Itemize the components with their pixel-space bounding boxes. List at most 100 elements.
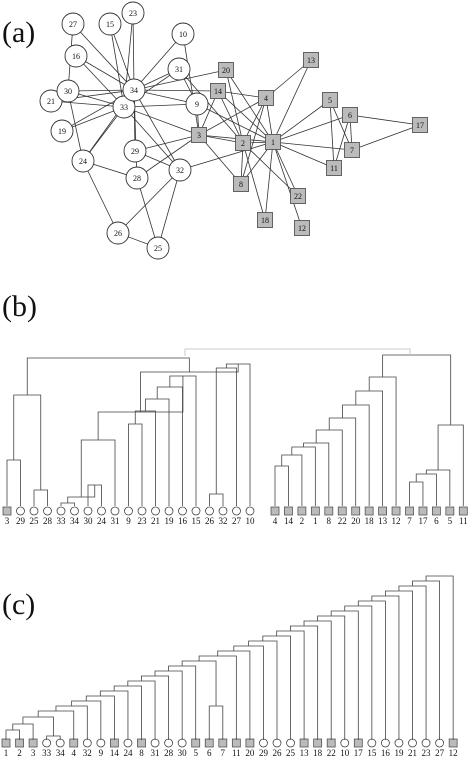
square-node-marker bbox=[344, 142, 360, 158]
network-node-label: 27 bbox=[69, 20, 77, 29]
dendrogram-link bbox=[181, 660, 217, 706]
network-node-4: 4 bbox=[258, 90, 274, 106]
network-node-label: 29 bbox=[131, 147, 139, 156]
leaf-marker-square bbox=[324, 506, 334, 516]
leaf-marker-square bbox=[337, 506, 347, 516]
leaf-marker-square bbox=[245, 738, 255, 748]
network-edge bbox=[67, 90, 84, 162]
dendrogram-link bbox=[425, 575, 454, 740]
leaf-marker-circle bbox=[16, 506, 25, 516]
network-node-label: 13 bbox=[307, 56, 315, 65]
dendrogram-link bbox=[425, 469, 451, 506]
network-edge bbox=[242, 142, 299, 197]
circle-node-marker bbox=[112, 95, 136, 119]
leaf-marker-square bbox=[351, 506, 361, 516]
leaf-label: 34 bbox=[70, 516, 80, 526]
leaf-label: 17 bbox=[418, 516, 428, 526]
network-node-30: 30 bbox=[56, 79, 80, 103]
leaf-marker-square bbox=[391, 506, 401, 516]
leaf-marker-circle bbox=[286, 738, 295, 748]
network-edge bbox=[225, 69, 244, 144]
network-edge bbox=[133, 33, 184, 91]
leaf-label: 33 bbox=[42, 748, 52, 758]
dendrogram-link bbox=[303, 442, 330, 506]
network-node-32: 32 bbox=[168, 158, 192, 182]
network-edges bbox=[50, 12, 421, 249]
network-node-13: 13 bbox=[303, 52, 319, 68]
leaf-label: 24 bbox=[97, 516, 107, 526]
dendrogram-link bbox=[71, 700, 102, 740]
leaf-label: 32 bbox=[83, 748, 92, 758]
leaf-label: 4 bbox=[72, 748, 77, 758]
square-node-marker bbox=[218, 62, 234, 78]
leaf-label: 20 bbox=[351, 516, 361, 526]
dendrogram-link bbox=[274, 465, 289, 506]
network-edge bbox=[132, 12, 135, 91]
leaf-marker-circle bbox=[435, 738, 445, 748]
network-node-27: 27 bbox=[61, 12, 85, 36]
network-edge bbox=[217, 90, 267, 99]
leaf-label: 22 bbox=[327, 748, 336, 758]
network-node-label: 10 bbox=[179, 30, 187, 39]
leaf-marker-square bbox=[353, 738, 363, 748]
network-node-3: 3 bbox=[191, 127, 207, 143]
leaf-label: 22 bbox=[338, 516, 347, 526]
network-edge bbox=[272, 141, 353, 151]
network-node-20: 20 bbox=[218, 62, 234, 78]
leaf-marker-circle bbox=[421, 738, 431, 748]
network-edge bbox=[123, 106, 181, 171]
dendrogram-link bbox=[85, 695, 115, 740]
square-node-marker bbox=[257, 212, 273, 228]
leaf-marker-square bbox=[15, 738, 24, 748]
network-node-label: 31 bbox=[175, 65, 183, 74]
leaf-label: 18 bbox=[313, 748, 323, 758]
leaf-marker-square bbox=[69, 738, 79, 748]
network-node-label: 20 bbox=[222, 66, 230, 75]
network-node-14: 14 bbox=[210, 83, 226, 99]
leaf-marker-square bbox=[28, 738, 38, 748]
dendrogram-link bbox=[415, 473, 437, 506]
network-node-label: 32 bbox=[176, 166, 184, 175]
leaf-marker-square bbox=[270, 506, 280, 516]
leaf-label: 19 bbox=[394, 748, 404, 758]
network-edge bbox=[329, 99, 335, 169]
dendrogram-link bbox=[5, 729, 20, 740]
network-node-label: 24 bbox=[79, 157, 87, 166]
leaf-label: 16 bbox=[178, 516, 188, 526]
network-node-25: 25 bbox=[146, 236, 170, 260]
dendrogram-link bbox=[208, 705, 224, 740]
circle-node-marker bbox=[168, 158, 192, 182]
network-edge bbox=[198, 134, 242, 185]
leaf-marker-circle bbox=[394, 738, 404, 748]
leaf-marker-circle bbox=[205, 506, 214, 516]
dendrogram-link bbox=[281, 454, 303, 506]
leaf-marker-square bbox=[297, 506, 307, 516]
circle-node-marker bbox=[146, 236, 170, 260]
circle-node-marker bbox=[98, 12, 122, 36]
network-edge bbox=[109, 23, 125, 108]
network-node-label: 18 bbox=[261, 216, 269, 225]
network-node-8: 8 bbox=[233, 176, 249, 192]
leaf-label: 17 bbox=[354, 748, 364, 758]
leaf-label: 14 bbox=[284, 516, 294, 526]
network-edge bbox=[217, 90, 244, 144]
network-node-label: 21 bbox=[47, 97, 55, 106]
network-node-label: 15 bbox=[106, 20, 114, 29]
leaf-marker-circle bbox=[245, 506, 255, 516]
leaf-label: 16 bbox=[381, 748, 391, 758]
network-edge bbox=[157, 169, 181, 249]
leaf-label: 15 bbox=[192, 516, 202, 526]
leaf-marker-square bbox=[1, 738, 11, 748]
leaf-label: 32 bbox=[219, 516, 228, 526]
leaf-label: 25 bbox=[30, 516, 40, 526]
network-node-label: 7 bbox=[350, 146, 354, 155]
dendrogram-link bbox=[13, 394, 42, 490]
dendrogram-link bbox=[156, 386, 183, 506]
leaf-marker-circle bbox=[218, 506, 228, 516]
network-edge bbox=[217, 90, 274, 143]
network-node-17: 17 bbox=[412, 117, 428, 133]
leaf-marker-square bbox=[458, 506, 468, 516]
network-node-label: 9 bbox=[195, 100, 199, 109]
circle-node-marker bbox=[185, 92, 209, 116]
panel-a-label: (a) bbox=[2, 16, 35, 49]
